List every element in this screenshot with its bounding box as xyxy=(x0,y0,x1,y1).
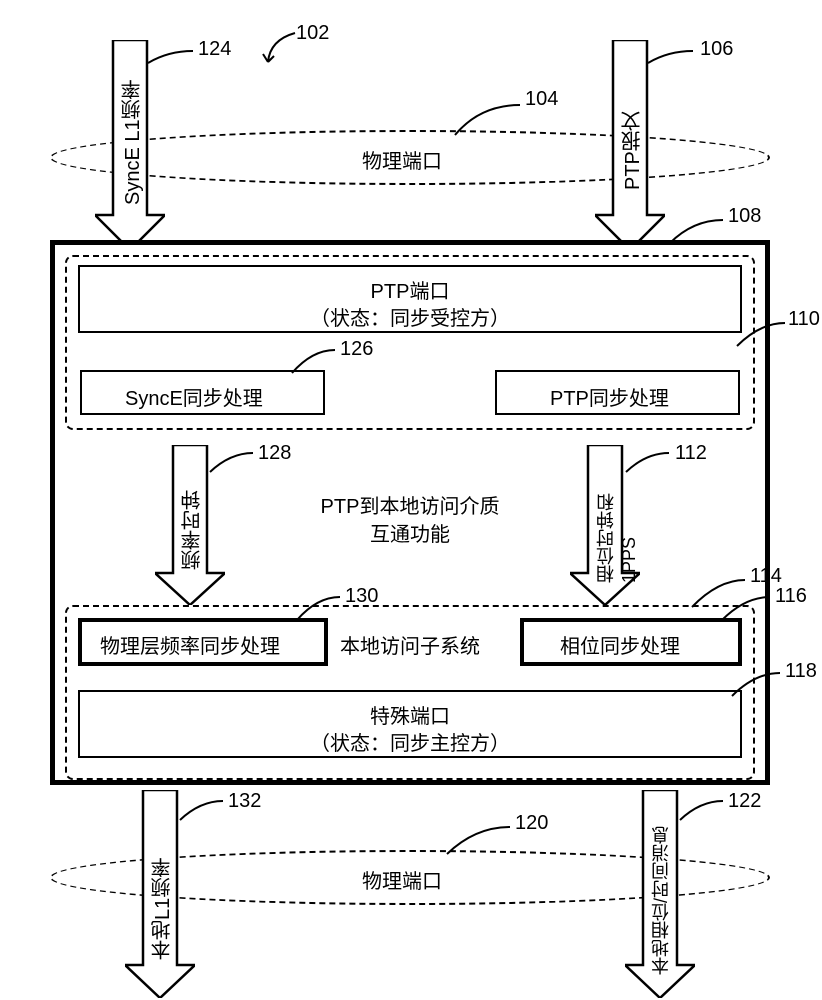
lead-104 xyxy=(450,100,530,140)
lead-122 xyxy=(678,798,728,823)
lead-108 xyxy=(668,215,728,245)
lead-132 xyxy=(178,798,228,823)
ref-130: 130 xyxy=(345,585,378,608)
ptp-port-title-box xyxy=(78,265,742,333)
ref-108: 108 xyxy=(728,205,761,228)
lead-116 xyxy=(720,592,775,622)
special-port-title: 特殊端口 xyxy=(340,700,480,729)
ref-132: 132 xyxy=(228,790,261,813)
physical-port-bottom-label: 物理端口 xyxy=(362,865,442,894)
ref-128: 128 xyxy=(258,442,291,465)
interwork-line2: 互通功能 xyxy=(300,518,520,547)
lead-130 xyxy=(295,592,345,622)
lead-128 xyxy=(208,450,258,475)
lead-126 xyxy=(290,345,340,375)
synce-l1-label: SyncE L1频率 xyxy=(118,55,147,205)
ref-102: 102 xyxy=(296,22,329,45)
local-sub-title: 本地访问子系统 xyxy=(340,630,480,659)
ref-122: 122 xyxy=(728,790,761,813)
freq-clock-label: 频率时钟 xyxy=(178,460,207,570)
diagram-canvas: 102 物理端口 104 SyncE L1频率 124 PTP报文 106 10… xyxy=(0,0,822,1000)
special-port-subtitle: （状态：同步主控方） xyxy=(280,727,540,756)
lead-106 xyxy=(648,48,698,68)
ref-104: 104 xyxy=(525,88,558,111)
lead-110 xyxy=(735,318,790,348)
ptp-proc-label: PTP同步处理 xyxy=(550,382,669,411)
ref-120: 120 xyxy=(515,812,548,835)
synce-proc-label: SyncE同步处理 xyxy=(125,382,263,411)
local-phase-label: 本地相位/时间消息 xyxy=(648,795,674,975)
interwork-line1: PTP到本地访问介质 xyxy=(300,490,520,519)
local-l1-label: 本地L1频率 xyxy=(148,820,177,960)
ref-106: 106 xyxy=(700,38,733,61)
lead-124 xyxy=(148,48,198,68)
lead-120 xyxy=(445,822,515,857)
ref-110: 110 xyxy=(788,308,820,331)
ref-112: 112 xyxy=(675,442,707,465)
freq-sync-label: 物理层频率同步处理 xyxy=(100,630,280,659)
physical-port-top-label: 物理端口 xyxy=(362,145,442,174)
lead-118 xyxy=(730,668,785,698)
ref-118: 118 xyxy=(785,660,817,683)
ptp-msg-label: PTP报文 xyxy=(618,80,647,190)
phase-sync-label: 相位同步处理 xyxy=(560,630,680,659)
ref-124: 124 xyxy=(198,38,231,61)
lead-102 xyxy=(260,30,300,70)
lead-112 xyxy=(624,450,674,475)
ref-116: 116 xyxy=(775,585,807,608)
ref-126: 126 xyxy=(340,338,373,361)
